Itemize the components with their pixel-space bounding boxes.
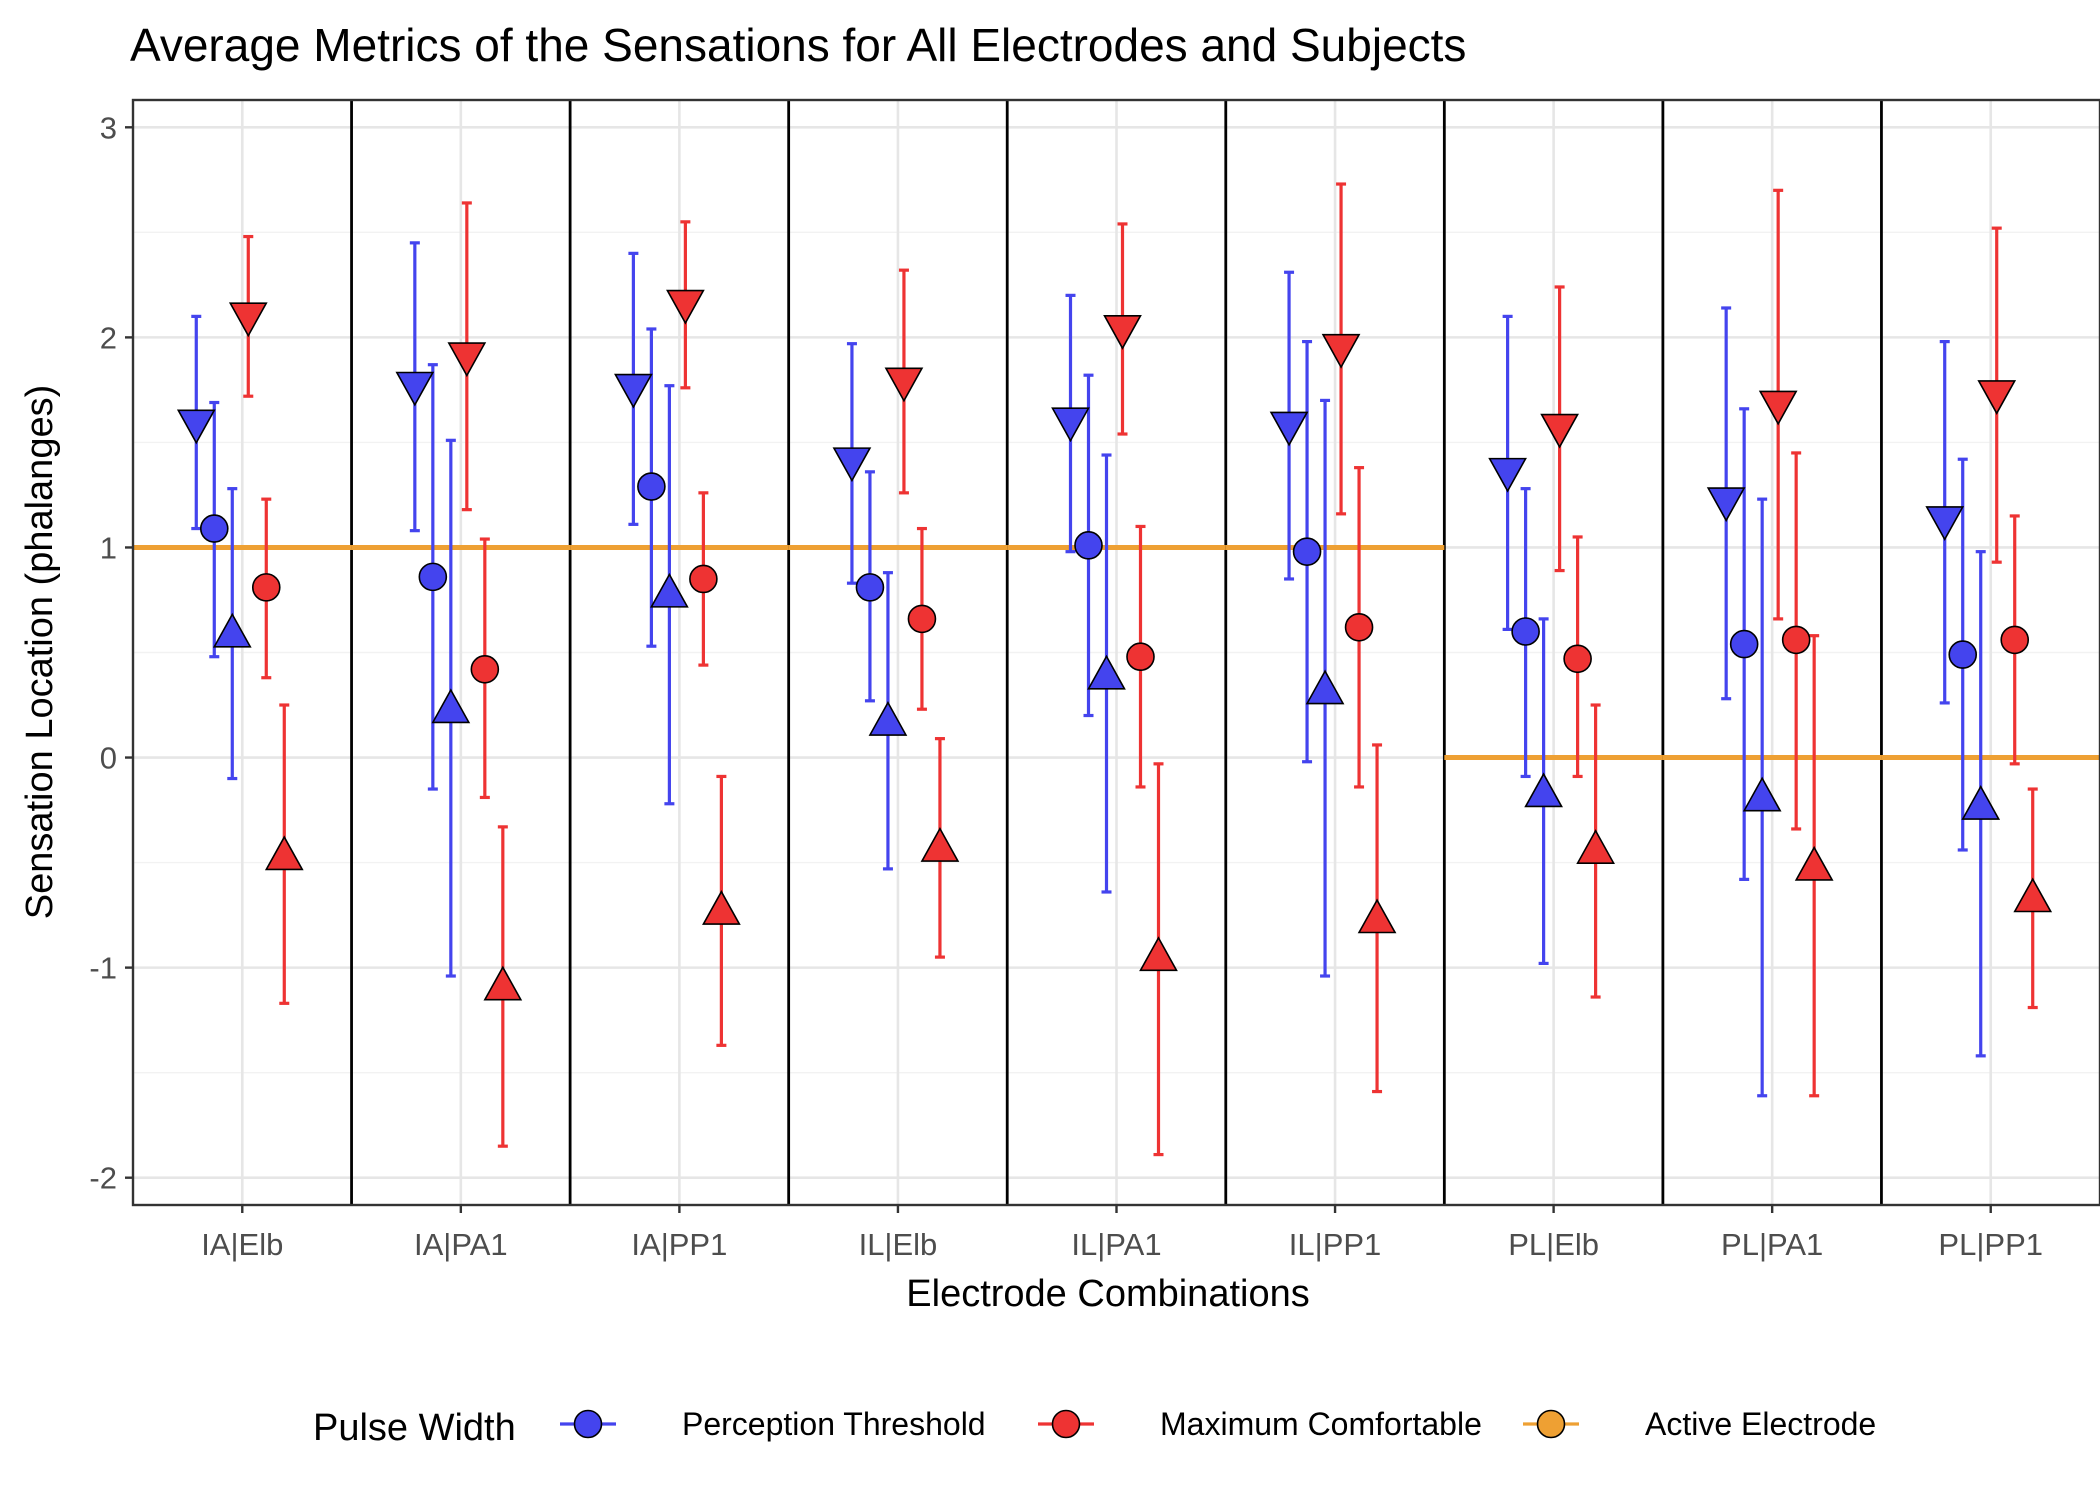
- maximum-comfortable-triangle-down-point: [1977, 380, 2017, 415]
- x-tick-label: IL|Elb: [859, 1227, 938, 1262]
- maximum-comfortable-triangle-down-point: [228, 302, 268, 338]
- legend-item: Active Electrode: [1523, 1406, 1876, 1442]
- maximum-comfortable-circle-point: [1126, 642, 1155, 672]
- x-axis-title: Electrode Combinations: [906, 1273, 1309, 1315]
- maximum-comfortable-triangle-down-point: [1103, 314, 1142, 350]
- chart-title: Average Metrics of the Sensations for Al…: [130, 19, 1466, 71]
- legend-key-point: [1051, 1409, 1081, 1439]
- perception-threshold-triangle-down-point: [614, 373, 653, 409]
- perception-threshold-circle-point: [1292, 537, 1322, 566]
- legend-item: Maximum Comfortable: [1038, 1406, 1482, 1442]
- x-tick-label: PL|PA1: [1721, 1227, 1823, 1262]
- maximum-comfortable-triangle-down-point: [666, 289, 705, 325]
- x-tick-label: IA|PP1: [631, 1227, 727, 1262]
- maximum-comfortable-triangle-up-point: [1794, 845, 1834, 881]
- perception-threshold-circle-point: [1729, 629, 1759, 659]
- x-tick-label: IA|PA1: [414, 1227, 508, 1262]
- y-tick-label: 2: [100, 320, 117, 355]
- maximum-comfortable-triangle-up-point: [1139, 936, 1178, 972]
- perception-threshold-triangle-down-point: [176, 409, 216, 445]
- perception-threshold-triangle-down-point: [1488, 457, 1527, 493]
- perception-threshold-circle-point: [855, 573, 885, 602]
- y-axis-title: Sensation Location (phalanges): [19, 385, 61, 920]
- maximum-comfortable-triangle-up-point: [483, 965, 523, 1001]
- active-electrode-lines: [133, 544, 2100, 761]
- perception-threshold-triangle-up-point: [1961, 785, 2001, 820]
- y-axis: -2 -1 0 1 2 3: [89, 110, 133, 1196]
- legend-label: Perception Threshold: [682, 1406, 986, 1442]
- legend-key-point: [573, 1409, 603, 1439]
- perception-threshold-circle-point: [1948, 640, 1978, 669]
- perception-threshold-triangle-up-point: [1087, 654, 1126, 690]
- perception-threshold-triangle-up-point: [868, 700, 908, 736]
- perception-threshold-triangle-up-point: [1305, 669, 1345, 705]
- maximum-comfortable-triangle-up-point: [1357, 898, 1397, 934]
- perception-threshold-circle-point: [1074, 531, 1103, 560]
- x-tick-label: PL|Elb: [1508, 1227, 1599, 1262]
- legend-items: Perception Threshold Maximum Comfortable A…: [560, 1406, 1876, 1442]
- perception-threshold-circle-point: [1511, 617, 1540, 646]
- perception-threshold-triangle-down-point: [1269, 411, 1309, 447]
- perception-threshold-triangle-up-point: [1742, 776, 1782, 812]
- maximum-comfortable-circle-point: [1344, 612, 1374, 642]
- maximum-comfortable-triangle-up-point: [702, 890, 741, 925]
- maximum-comfortable-triangle-down-point: [447, 342, 487, 378]
- x-tick-label: IA|Elb: [201, 1227, 283, 1262]
- perception-threshold-triangle-down-point: [395, 371, 435, 407]
- maximum-comfortable-circle-point: [907, 604, 937, 634]
- maximum-comfortable-triangle-up-point: [264, 835, 304, 871]
- x-tick-label: IL|PA1: [1071, 1227, 1161, 1262]
- maximum-comfortable-circle-point: [1781, 625, 1811, 655]
- legend-label: Active Electrode: [1645, 1406, 1876, 1442]
- facet-dividers: [350, 100, 1883, 1205]
- perception-threshold-circle-point: [637, 472, 666, 501]
- perception-threshold-triangle-down-point: [1051, 407, 1090, 443]
- legend: Pulse Width Perception Threshold Maximum …: [313, 1406, 1876, 1449]
- x-axis: IA|Elb IA|PA1 IA|PP1 IL|Elb IL|PA1 IL|PP1 PL|E…: [201, 1205, 2043, 1262]
- legend-item: Perception Threshold: [560, 1406, 986, 1442]
- y-tick-label: 0: [100, 741, 117, 776]
- maximum-comfortable-circle-point: [470, 655, 500, 684]
- y-tick-label: -2: [89, 1161, 117, 1196]
- y-tick-label: 1: [100, 530, 117, 565]
- legend-label: Maximum Comfortable: [1160, 1406, 1482, 1442]
- perception-threshold-triangle-down-point: [1706, 487, 1746, 523]
- x-tick-label: IL|PP1: [1289, 1227, 1382, 1262]
- legend-key-point: [1536, 1409, 1566, 1439]
- maximum-comfortable-triangle-down-point: [1758, 390, 1798, 426]
- maximum-comfortable-triangle-up-point: [920, 827, 960, 862]
- perception-threshold-circle-point: [418, 562, 448, 592]
- perception-threshold-triangle-up-point: [431, 688, 471, 724]
- maximum-comfortable-triangle-up-point: [2013, 877, 2053, 913]
- maximum-comfortable-circle-point: [251, 573, 281, 602]
- maximum-comfortable-circle-point: [689, 564, 718, 594]
- maximum-comfortable-circle-point: [2000, 625, 2030, 655]
- maximum-comfortable-triangle-down-point: [1321, 333, 1361, 369]
- perception-threshold-triangle-up-point: [1524, 772, 1563, 808]
- maximum-comfortable-circle-point: [1563, 644, 1592, 674]
- maximum-comfortable-triangle-down-point: [1540, 413, 1579, 449]
- grid-lines: [133, 100, 2100, 1205]
- data-points: [176, 289, 2053, 1001]
- legend-title: Pulse Width: [313, 1407, 516, 1449]
- perception-threshold-triangle-down-point: [832, 447, 872, 483]
- y-tick-label: -1: [89, 951, 117, 986]
- perception-threshold-triangle-up-point: [212, 612, 252, 648]
- perception-threshold-triangle-up-point: [650, 572, 689, 608]
- y-tick-label: 3: [100, 110, 117, 145]
- x-tick-label: PL|PP1: [1938, 1227, 2043, 1262]
- perception-threshold-circle-point: [199, 514, 229, 543]
- maximum-comfortable-triangle-up-point: [1576, 829, 1615, 864]
- maximum-comfortable-triangle-down-point: [884, 367, 924, 403]
- perception-threshold-triangle-down-point: [1925, 506, 1965, 542]
